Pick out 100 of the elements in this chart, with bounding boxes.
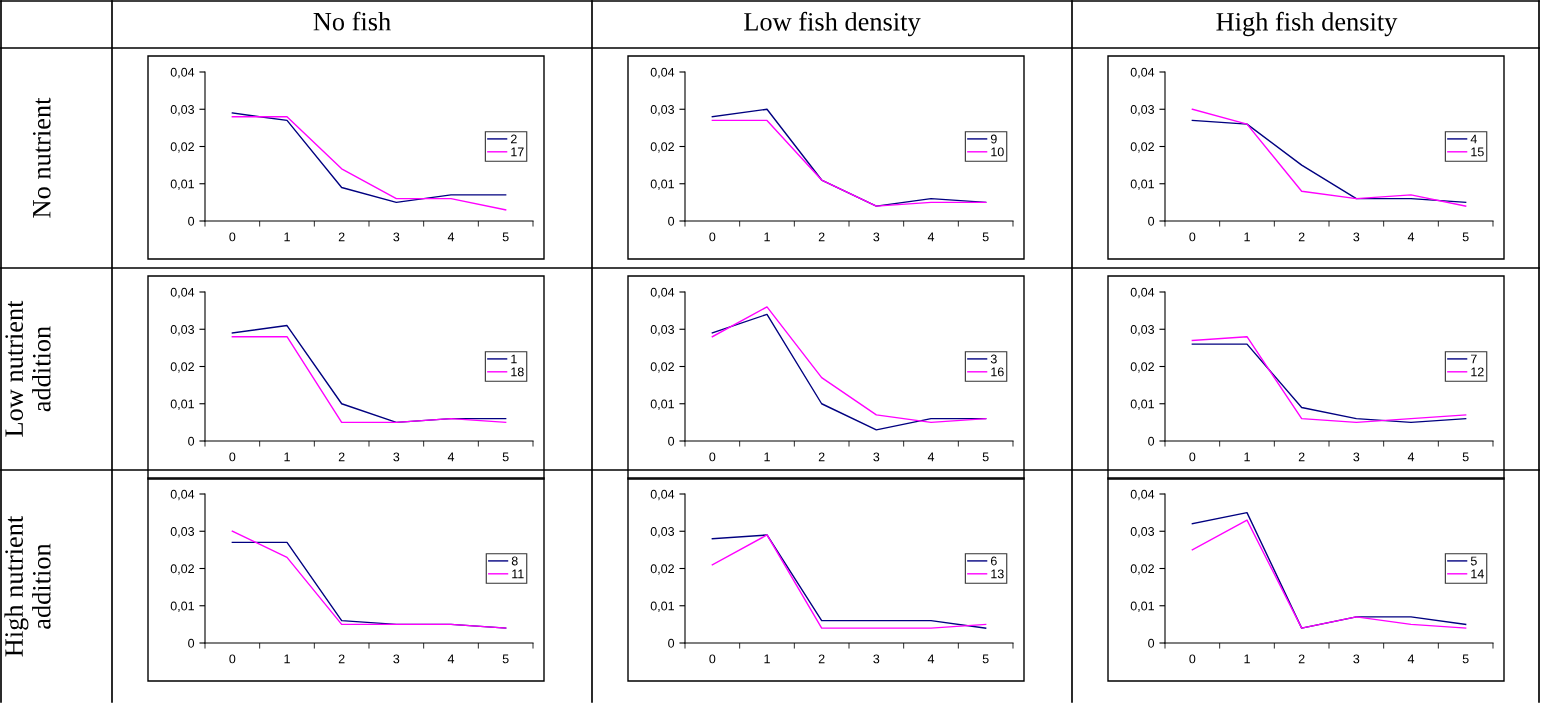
y-tick-label: 0,03 bbox=[650, 325, 675, 336]
x-tick-label: 2 bbox=[818, 452, 825, 462]
y-tick-label: 0,01 bbox=[650, 179, 674, 190]
x-tick-label: 0 bbox=[709, 452, 716, 462]
x-tick-label: 3 bbox=[393, 654, 400, 664]
y-tick-label: 0,02 bbox=[170, 362, 194, 373]
legend-label: 15 bbox=[1471, 147, 1484, 157]
x-tick-label: 1 bbox=[284, 232, 290, 242]
x-tick-label: 2 bbox=[338, 654, 345, 664]
x-tick-label: 2 bbox=[338, 452, 345, 462]
y-tick-label: 0 bbox=[188, 436, 195, 446]
y-tick-label: 0,04 bbox=[650, 287, 675, 299]
y-tick-label: 0,03 bbox=[650, 105, 675, 116]
y-tick-label: 0 bbox=[188, 216, 195, 226]
y-tick-label: 0,02 bbox=[650, 142, 674, 153]
y-tick-label: 0,01 bbox=[650, 399, 674, 410]
x-tick-label: 5 bbox=[982, 452, 989, 462]
y-tick-label: 0,02 bbox=[650, 362, 674, 373]
legend-label: 2 bbox=[510, 134, 517, 144]
x-tick-label: 1 bbox=[764, 452, 770, 462]
legend-label: 16 bbox=[991, 367, 1004, 377]
y-tick-label: 0,03 bbox=[1130, 325, 1155, 336]
x-tick-label: 3 bbox=[1353, 452, 1360, 462]
x-tick-label: 0 bbox=[1189, 232, 1196, 242]
x-tick-label: 0 bbox=[229, 654, 236, 664]
x-tick-label: 1 bbox=[1244, 654, 1250, 664]
x-tick-label: 1 bbox=[1244, 232, 1250, 242]
x-tick-label: 1 bbox=[1244, 452, 1250, 462]
x-tick-label: 5 bbox=[982, 654, 989, 664]
x-tick-label: 4 bbox=[927, 654, 935, 664]
x-tick-label: 2 bbox=[1298, 654, 1305, 664]
legend-label: 9 bbox=[990, 134, 997, 144]
chart-title: Low fish density bbox=[744, 11, 921, 37]
x-tick-label: 4 bbox=[447, 452, 455, 462]
y-tick-label: 0,04 bbox=[170, 489, 195, 501]
y-tick-label: 0 bbox=[1148, 436, 1155, 446]
x-tick-label: 5 bbox=[502, 232, 509, 242]
y-tick-label: 0,03 bbox=[170, 325, 195, 336]
y-tick-label: 0,02 bbox=[170, 142, 194, 153]
y-tick-label: 0 bbox=[668, 216, 675, 226]
y-tick-label: 0 bbox=[668, 436, 675, 446]
x-tick-label: 5 bbox=[1462, 232, 1469, 242]
x-tick-label: 0 bbox=[1189, 452, 1196, 462]
legend-label: 3 bbox=[990, 354, 997, 364]
y-tick-label: 0,02 bbox=[1130, 564, 1154, 575]
y-tick-label: 0,01 bbox=[170, 399, 194, 410]
chart-title: No fish bbox=[313, 11, 391, 31]
legend-label: 17 bbox=[511, 147, 524, 157]
y-tick-label: 0 bbox=[668, 638, 675, 648]
x-tick-label: 4 bbox=[927, 452, 935, 462]
x-tick-label: 5 bbox=[1462, 654, 1469, 664]
legend-label: 6 bbox=[990, 556, 997, 566]
y-tick-label: 0,04 bbox=[1130, 287, 1155, 299]
y-axis-title: High nutrient addition bbox=[4, 515, 51, 657]
x-tick-label: 1 bbox=[284, 654, 290, 664]
y-tick-label: 0,01 bbox=[1130, 179, 1154, 190]
legend-label: 11 bbox=[512, 569, 524, 579]
x-tick-label: 3 bbox=[1353, 232, 1360, 242]
legend-label: 18 bbox=[511, 367, 524, 377]
legend-label: 1 bbox=[511, 354, 517, 364]
y-tick-label: 0,03 bbox=[1130, 527, 1155, 538]
y-tick-label: 0,01 bbox=[1130, 601, 1154, 612]
x-tick-label: 3 bbox=[393, 232, 400, 242]
y-tick-label: 0,03 bbox=[650, 527, 675, 538]
y-tick-label: 0,02 bbox=[650, 564, 674, 575]
x-tick-label: 4 bbox=[1407, 452, 1415, 462]
x-tick-label: 3 bbox=[393, 452, 400, 462]
x-tick-label: 4 bbox=[1407, 232, 1415, 242]
legend-label: 13 bbox=[991, 569, 1004, 579]
y-tick-label: 0,01 bbox=[170, 601, 194, 612]
x-tick-label: 4 bbox=[447, 654, 455, 664]
legend-label: 12 bbox=[1471, 367, 1484, 377]
x-tick-label: 0 bbox=[709, 654, 716, 664]
legend-label: 4 bbox=[1470, 134, 1477, 144]
y-axis-title: Low nutrient addition bbox=[5, 300, 51, 437]
y-tick-label: 0,03 bbox=[170, 527, 195, 538]
legend-label: 10 bbox=[991, 147, 1004, 157]
x-tick-label: 2 bbox=[818, 654, 825, 664]
x-tick-label: 5 bbox=[982, 232, 989, 242]
y-tick-label: 0,02 bbox=[1130, 142, 1154, 153]
y-tick-label: 0,04 bbox=[650, 489, 675, 501]
y-tick-label: 0 bbox=[188, 638, 195, 648]
y-tick-label: 0,04 bbox=[650, 67, 675, 79]
x-tick-label: 0 bbox=[1189, 654, 1196, 664]
x-tick-label: 2 bbox=[1298, 232, 1305, 242]
x-tick-label: 2 bbox=[818, 232, 825, 242]
x-tick-label: 4 bbox=[1407, 654, 1415, 664]
y-tick-label: 0,04 bbox=[170, 287, 195, 299]
x-tick-label: 2 bbox=[338, 232, 345, 242]
x-tick-label: 1 bbox=[764, 654, 770, 664]
y-tick-label: 0,04 bbox=[1130, 489, 1155, 501]
y-tick-label: 0 bbox=[1148, 216, 1155, 226]
y-tick-label: 0,01 bbox=[650, 601, 674, 612]
y-tick-label: 0,04 bbox=[1130, 67, 1155, 79]
x-tick-label: 3 bbox=[1353, 654, 1360, 664]
legend-label: 8 bbox=[511, 556, 518, 566]
chart-title: High fish density bbox=[1216, 11, 1398, 37]
x-tick-label: 3 bbox=[873, 654, 880, 664]
y-tick-label: 0,04 bbox=[170, 67, 195, 79]
x-tick-label: 3 bbox=[873, 232, 880, 242]
